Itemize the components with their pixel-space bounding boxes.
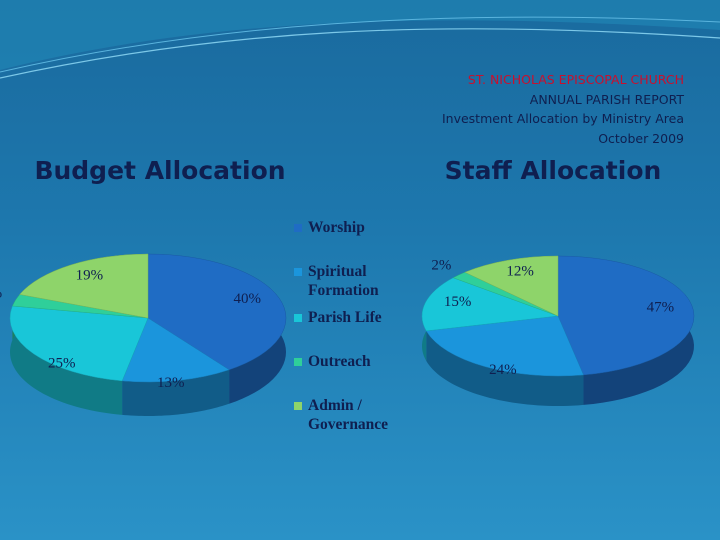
legend-item: Admin / Governance bbox=[294, 396, 402, 434]
legend-label: Worship bbox=[308, 219, 365, 236]
chart-title: Budget Allocation bbox=[34, 156, 286, 185]
data-label: 19% bbox=[76, 267, 104, 283]
data-label: 13% bbox=[157, 375, 185, 391]
slice bbox=[557, 255, 695, 376]
legend-label: Admin / Governance bbox=[308, 397, 389, 433]
legend-swatch bbox=[294, 402, 302, 410]
data-label: 25% bbox=[48, 356, 76, 372]
legend-item: Worship bbox=[294, 218, 402, 237]
header-line: ANNUAL PARISH REPORT bbox=[529, 91, 684, 107]
slice bbox=[9, 305, 149, 382]
legend-swatch bbox=[294, 314, 302, 322]
header-line: October 2009 bbox=[598, 130, 684, 146]
slice bbox=[147, 253, 287, 371]
chart-title: Staff Allocation bbox=[444, 156, 662, 185]
legend-item: Outreach bbox=[294, 352, 402, 371]
slice-side bbox=[426, 330, 584, 406]
header: ST. NICHOLAS EPISCOPAL CHURCH ANNUAL PAR… bbox=[442, 70, 684, 148]
slice bbox=[425, 315, 584, 377]
legend-swatch bbox=[294, 358, 302, 366]
decor bbox=[0, 0, 720, 79]
header-line: Investment Allocation by Ministry Area bbox=[441, 111, 684, 126]
data-label: 40% bbox=[233, 291, 261, 307]
data-label: 2% bbox=[431, 257, 451, 273]
header-line: ST. NICHOLAS EPISCOPAL CHURCH bbox=[467, 72, 684, 87]
data-label: 12% bbox=[506, 263, 534, 279]
slice bbox=[464, 255, 559, 317]
slice-side bbox=[10, 306, 123, 415]
legend-item: Spiritual Formation bbox=[294, 262, 402, 300]
slice bbox=[421, 277, 559, 332]
legend-label: Outreach bbox=[308, 353, 371, 370]
data-label: 15% bbox=[444, 294, 472, 310]
legend-label: Parish Life bbox=[308, 309, 382, 326]
slice bbox=[121, 317, 230, 383]
legend-item: Parish Life bbox=[294, 308, 402, 327]
wave-line bbox=[0, 28, 720, 79]
slice bbox=[19, 253, 149, 319]
legend-swatch bbox=[294, 224, 302, 232]
data-label: 47% bbox=[647, 299, 675, 315]
legend-swatch bbox=[294, 268, 302, 276]
data-label: 3% bbox=[0, 285, 2, 301]
slice-side bbox=[122, 369, 230, 416]
wave-line bbox=[0, 16, 720, 73]
legend-label: Spiritual Formation bbox=[308, 263, 379, 299]
data-label: 24% bbox=[489, 362, 517, 378]
